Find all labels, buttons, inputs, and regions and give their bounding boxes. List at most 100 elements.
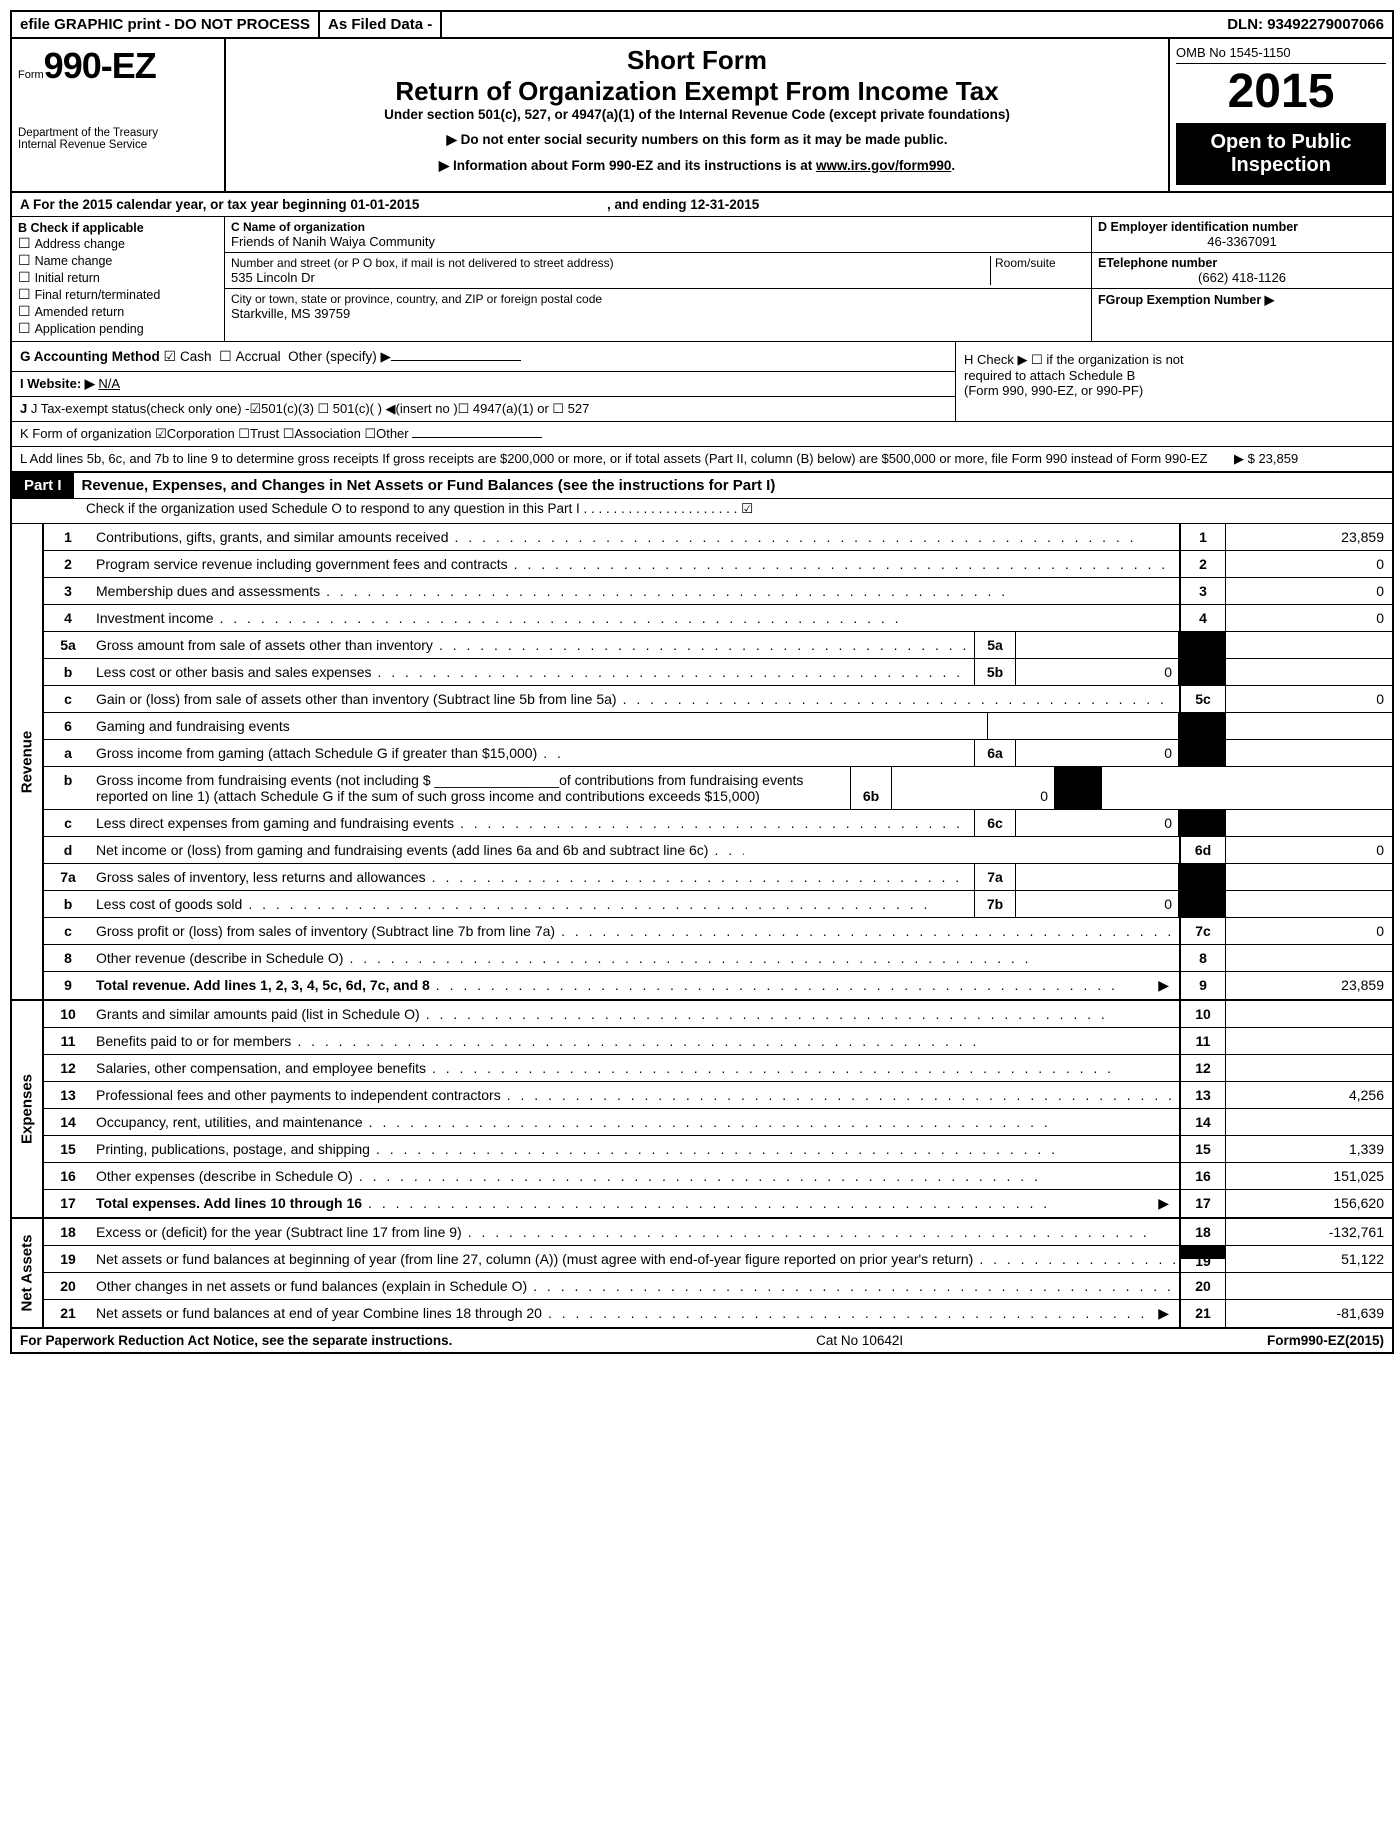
chk-application-pending[interactable]: Application pending: [18, 320, 218, 337]
line-5a-value: [1016, 632, 1179, 658]
line-12-value: [1226, 1055, 1392, 1081]
line-2: 2 Program service revenue including gove…: [44, 550, 1392, 577]
line-20: 20 Other changes in net assets or fund b…: [44, 1272, 1392, 1299]
line-19-value: 51,122: [1226, 1246, 1392, 1272]
section-b: B Check if applicable Address change Nam…: [12, 217, 225, 341]
open-public-badge: Open to Public Inspection: [1176, 123, 1386, 185]
gross-receipts: ▶ $ 23,859: [1234, 451, 1384, 467]
line-17-value: 156,620: [1226, 1190, 1392, 1217]
section-l: L Add lines 5b, 6c, and 7b to line 9 to …: [12, 446, 1392, 473]
chk-initial-return[interactable]: Initial return: [18, 269, 218, 286]
page-footer: For Paperwork Reduction Act Notice, see …: [12, 1327, 1392, 1352]
section-h: H Check ▶ ☐ if the organization is not r…: [956, 342, 1392, 421]
line-9: 9 Total revenue. Add lines 1, 2, 3, 4, 5…: [44, 971, 1392, 999]
line-10: 10 Grants and similar amounts paid (list…: [44, 1001, 1392, 1027]
line-8-value: [1226, 945, 1392, 971]
line-8: 8 Other revenue (describe in Schedule O)…: [44, 944, 1392, 971]
form-ref: Form990-EZ(2015): [1267, 1333, 1384, 1348]
dln-number: DLN: 93492279007066: [1219, 12, 1392, 37]
line-6a: a Gross income from gaming (attach Sched…: [44, 739, 1392, 766]
org-address: 535 Lincoln Dr: [231, 270, 990, 285]
line-19: 19 Net assets or fund balances at beginn…: [44, 1245, 1392, 1272]
line-2-value: 0: [1226, 551, 1392, 577]
line-5c-value: 0: [1226, 686, 1392, 712]
line-6c: c Less direct expenses from gaming and f…: [44, 809, 1392, 836]
line-14: 14 Occupancy, rent, utilities, and maint…: [44, 1108, 1392, 1135]
line-21: 21 Net assets or fund balances at end of…: [44, 1299, 1392, 1327]
org-phone: (662) 418-1126: [1098, 270, 1386, 285]
tax-year: 2015: [1176, 64, 1386, 119]
as-filed-label: As Filed Data -: [320, 12, 442, 37]
line-6: 6 Gaming and fundraising events: [44, 712, 1392, 739]
section-g: G Accounting Method Cash Accrual Other (…: [12, 342, 955, 371]
section-def: D Employer identification number 46-3367…: [1092, 217, 1392, 341]
line-18-value: -132,761: [1226, 1219, 1392, 1245]
line-7b: b Less cost of goods sold 7b 0: [44, 890, 1392, 917]
line-15-value: 1,339: [1226, 1136, 1392, 1162]
line-17: 17 Total expenses. Add lines 10 through …: [44, 1189, 1392, 1217]
chk-cash[interactable]: Cash: [163, 349, 211, 364]
line-16-value: 151,025: [1226, 1163, 1392, 1189]
info-link-line: ▶ Information about Form 990-EZ and its …: [232, 158, 1162, 174]
line-4-value: 0: [1226, 605, 1392, 631]
schedule-o-check: Check if the organization used Schedule …: [12, 499, 1392, 524]
paperwork-notice: For Paperwork Reduction Act Notice, see …: [20, 1333, 452, 1348]
top-bar: efile GRAPHIC print - DO NOT PROCESS As …: [12, 12, 1392, 39]
line-3-value: 0: [1226, 578, 1392, 604]
chk-final-return[interactable]: Final return/terminated: [18, 286, 218, 303]
website-value: N/A: [98, 376, 120, 391]
chk-amended-return[interactable]: Amended return: [18, 303, 218, 320]
line-6c-value: 0: [1016, 810, 1179, 836]
line-3: 3 Membership dues and assessments 3 0: [44, 577, 1392, 604]
line-5b-value: 0: [1016, 659, 1179, 685]
line-6d: d Net income or (loss) from gaming and f…: [44, 836, 1392, 863]
short-form-title: Short Form: [232, 45, 1162, 76]
line-13: 13 Professional fees and other payments …: [44, 1081, 1392, 1108]
form-sheet: efile GRAPHIC print - DO NOT PROCESS As …: [10, 10, 1394, 1354]
line-5b: b Less cost or other basis and sales exp…: [44, 658, 1392, 685]
chk-name-change[interactable]: Name change: [18, 252, 218, 269]
line-20-value: [1226, 1273, 1392, 1299]
form-number-block: Form990-EZ: [18, 45, 218, 87]
other-specify-input[interactable]: [391, 360, 521, 361]
line-7a-value: [1016, 864, 1179, 890]
line-11: 11 Benefits paid to or for members 11: [44, 1027, 1392, 1054]
g-h-row: G Accounting Method Cash Accrual Other (…: [12, 342, 1392, 421]
line-4: 4 Investment income 4 0: [44, 604, 1392, 631]
part-i-header: Part I Revenue, Expenses, and Changes in…: [12, 473, 1392, 499]
line-1: 1 Contributions, gifts, grants, and simi…: [44, 524, 1392, 550]
line-16: 16 Other expenses (describe in Schedule …: [44, 1162, 1392, 1189]
chk-address-change[interactable]: Address change: [18, 235, 218, 252]
revenue-section: Revenue 1 Contributions, gifts, grants, …: [12, 524, 1392, 999]
efile-notice: efile GRAPHIC print - DO NOT PROCESS: [12, 12, 320, 37]
expenses-side-label: Expenses: [19, 1074, 36, 1144]
line-7c: c Gross profit or (loss) from sales of i…: [44, 917, 1392, 944]
irs-label: Internal Revenue Service: [18, 139, 218, 151]
line-5c: c Gain or (loss) from sale of assets oth…: [44, 685, 1392, 712]
line-13-value: 4,256: [1226, 1082, 1392, 1108]
line-14-value: [1226, 1109, 1392, 1135]
org-block: B Check if applicable Address change Nam…: [12, 217, 1392, 342]
line-7c-value: 0: [1226, 918, 1392, 944]
ssn-warning: ▶ Do not enter social security numbers o…: [232, 132, 1162, 148]
irs-link[interactable]: www.irs.gov/form990: [816, 158, 951, 173]
net-assets-section: Net Assets 18 Excess or (deficit) for th…: [12, 1217, 1392, 1327]
line-10-value: [1226, 1001, 1392, 1027]
line-18: 18 Excess or (deficit) for the year (Sub…: [44, 1219, 1392, 1245]
org-city: Starkville, MS 39759: [231, 306, 1085, 321]
line-6a-value: 0: [1016, 740, 1179, 766]
line-5a: 5a Gross amount from sale of assets othe…: [44, 631, 1392, 658]
return-title: Return of Organization Exempt From Incom…: [232, 76, 1162, 107]
under-section: Under section 501(c), 527, or 4947(a)(1)…: [232, 107, 1162, 122]
line-7a: 7a Gross sales of inventory, less return…: [44, 863, 1392, 890]
revenue-side-label: Revenue: [19, 730, 36, 793]
dept-treasury: Department of the Treasury: [18, 127, 218, 139]
chk-accrual[interactable]: Accrual: [219, 349, 281, 364]
section-k: K Form of organization ☑Corporation ☐Tru…: [12, 421, 1392, 446]
line-6d-value: 0: [1226, 837, 1392, 863]
section-j: J J Tax-exempt status(check only one) -☑…: [12, 396, 955, 421]
form-header: Form990-EZ Department of the Treasury In…: [12, 39, 1392, 193]
org-ein: 46-3367091: [1098, 234, 1386, 249]
part-i-tag: Part I: [12, 473, 74, 498]
line-9-value: 23,859: [1226, 972, 1392, 999]
